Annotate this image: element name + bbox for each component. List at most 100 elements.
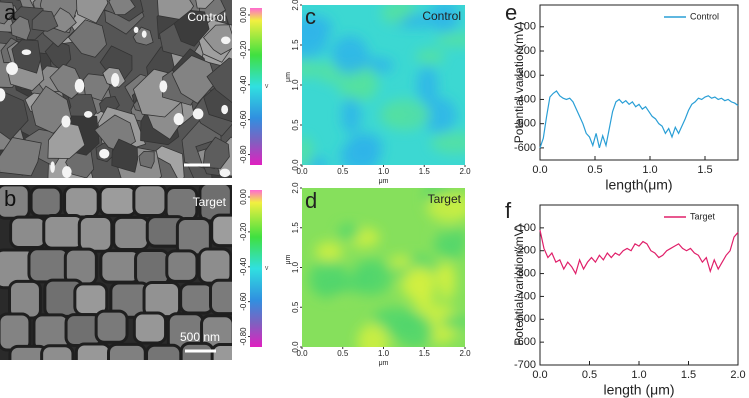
bright-spot (62, 166, 72, 178)
grain (30, 85, 72, 134)
y-tick-label: -400 (514, 93, 536, 105)
grain (165, 249, 199, 283)
x-tick-label: 0.5 (337, 167, 349, 176)
y-axis-label: Potential variation(mV) (512, 224, 526, 345)
y-tick-label: -500 (514, 313, 536, 325)
map-blob (315, 241, 343, 262)
map-blob (416, 65, 439, 105)
bright-spot (74, 78, 85, 93)
y-tick-label: 1.0 (291, 261, 300, 273)
grain (65, 149, 95, 178)
y-tick-label: 2.0 (291, 182, 300, 194)
grain (0, 90, 29, 141)
map-title: Target (428, 192, 462, 206)
bright-spot (6, 62, 18, 76)
map-blob (347, 65, 379, 102)
bright-spot (221, 36, 231, 45)
grain (138, 150, 155, 169)
grain (111, 138, 139, 173)
grain (112, 215, 151, 252)
image-label: Target (193, 195, 227, 209)
x-tick-label: 2.0 (459, 349, 471, 358)
image-label: Control (187, 10, 226, 24)
map-texture (302, 5, 465, 165)
y-tick-label: -200 (514, 245, 536, 257)
bright-spot (133, 26, 139, 34)
y-tick-label: -200 (514, 45, 536, 57)
grain (0, 312, 32, 352)
grain (209, 278, 232, 316)
grain (40, 344, 75, 360)
map-blob (435, 32, 465, 47)
x-axis-label: length(μm) (605, 177, 672, 193)
data-line (539, 90, 739, 149)
x-tick-label: 0.0 (296, 167, 308, 176)
y-tick-label: 1.5 (291, 222, 300, 234)
colorbar-tick-label: 0.00 (239, 7, 248, 23)
grain (74, 0, 109, 24)
grain (9, 215, 48, 249)
y-axis-label: Potential variation(mV) (512, 22, 526, 143)
map-texture (308, 188, 465, 347)
bright-spot (221, 104, 229, 115)
bright-spot (61, 115, 71, 128)
x-axis-label: length (μm) (603, 382, 674, 398)
map-blob (426, 192, 465, 222)
grain (195, 0, 215, 9)
grain (94, 309, 129, 344)
map-blob (357, 323, 389, 347)
colorbar-tick-label: -0.20 (239, 40, 248, 59)
colorbar-tick-label: -0.80 (239, 145, 248, 164)
map-blob (441, 315, 465, 329)
grain (77, 215, 114, 253)
map-blob (429, 5, 460, 33)
x-tick-label: 0.0 (532, 164, 547, 176)
x-tick-label: 0.0 (532, 369, 547, 381)
grain (132, 311, 168, 345)
plot-frame (539, 204, 739, 366)
panel-letter: b (4, 186, 16, 211)
x-tick-label: 1.0 (378, 167, 390, 176)
y-tick-label: 0.5 (291, 119, 300, 131)
colorbar-tick-label: -0.40 (239, 75, 248, 94)
grain (206, 57, 232, 103)
x-tick-label: 0.5 (587, 164, 602, 176)
grain (29, 185, 63, 218)
grain (31, 10, 59, 32)
grain (47, 121, 86, 159)
x-axis-label: μm (379, 178, 389, 185)
sem-image-control (0, 0, 232, 178)
grain (171, 55, 217, 104)
scale-bar-label: 500 nm (180, 330, 220, 344)
x-tick-label: 1.5 (419, 349, 431, 358)
panel-letter: c (305, 4, 316, 29)
grain (202, 136, 230, 169)
grain (11, 39, 42, 74)
bright-spot (111, 73, 120, 87)
y-axis-label: μm (285, 72, 292, 82)
grain (49, 63, 85, 100)
panel-letter: d (305, 188, 317, 213)
colorbar-label: V (265, 266, 269, 272)
map-blob (381, 5, 408, 24)
grain (202, 24, 232, 55)
grain (10, 15, 31, 41)
panel-letter: f (505, 198, 512, 223)
panel-letter: e (505, 0, 517, 25)
legend-label: Target (690, 211, 716, 221)
bright-spot (219, 168, 231, 178)
y-tick-label: -600 (514, 142, 536, 154)
bright-spot (99, 148, 110, 159)
kpfm-map-target (302, 188, 465, 347)
grain (98, 185, 138, 217)
y-tick-label: 1.0 (291, 79, 300, 91)
grain (142, 281, 182, 319)
grain (107, 342, 147, 360)
y-tick-label: -400 (514, 290, 536, 302)
map-blob (339, 139, 380, 165)
bright-spot (173, 113, 184, 126)
y-tick-label: -100 (514, 21, 536, 33)
map-blob (430, 131, 465, 154)
grain (108, 0, 136, 16)
